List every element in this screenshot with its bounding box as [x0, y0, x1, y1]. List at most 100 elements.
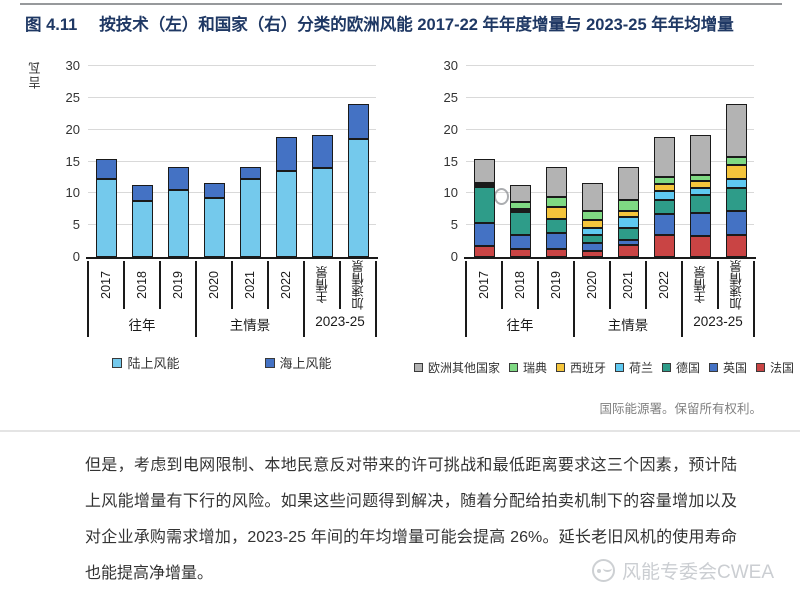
bar-segment — [725, 235, 747, 257]
bar-segment — [509, 212, 531, 235]
figure-number: 图 4.11 — [25, 16, 78, 34]
bar-segment — [167, 167, 189, 190]
x-tick-slot: 2022 — [646, 259, 682, 311]
cwea-logo-icon — [592, 559, 615, 582]
bar-加速情景 — [725, 104, 747, 257]
bar-2022 — [275, 137, 297, 257]
bar-segment — [653, 137, 675, 177]
category-divider — [573, 261, 575, 309]
figure-title: 图 4.11 按技术（左）和国家（右）分类的欧洲风能 2017-22 年年度增量… — [25, 14, 785, 36]
group-divider — [465, 309, 467, 337]
bar-segment — [653, 200, 675, 214]
bar-2018 — [509, 185, 531, 257]
bar-加速情景 — [347, 104, 369, 257]
bar-segment — [689, 213, 711, 236]
y-tick-label: 10 — [65, 185, 80, 201]
legend-item: 荷兰 — [614, 359, 653, 376]
bar-segment — [473, 223, 495, 246]
bar-2017 — [95, 159, 117, 257]
group-divider — [375, 309, 377, 337]
legend-item: 法国 — [756, 359, 794, 376]
bar-segment — [617, 245, 639, 257]
legend-swatch — [614, 363, 624, 372]
group-divider — [753, 309, 755, 337]
category-divider — [303, 261, 305, 309]
legend-swatch — [555, 363, 565, 372]
x-tick-label: 2020 — [585, 271, 599, 299]
x-tick-label: 2021 — [243, 271, 257, 299]
bar-segment — [689, 175, 711, 181]
y-tick-label: 0 — [450, 249, 458, 264]
x-tick-label: 2018 — [135, 271, 149, 299]
source-attribution: 国际能源署。保留所有权利。 — [599, 402, 762, 416]
x-tick-label: 主情景 — [693, 266, 708, 304]
x-tick-label: 2019 — [171, 271, 185, 299]
y-tick-label: 0 — [72, 249, 80, 264]
bar-segment — [725, 157, 747, 165]
bar-segment — [653, 235, 675, 257]
y-tick-label: 25 — [65, 89, 80, 105]
gridline — [88, 160, 376, 162]
bar-segment — [167, 190, 189, 257]
gridline — [88, 65, 376, 66]
group-label: 往年 — [506, 318, 534, 333]
bar-segment — [581, 243, 603, 251]
category-divider — [681, 261, 683, 309]
legend-item: 瑞典 — [508, 359, 547, 376]
bar-segment — [203, 198, 225, 257]
bar-segment — [725, 211, 747, 235]
bar-2020 — [581, 183, 603, 257]
bar-2021 — [239, 167, 261, 257]
bar-segment — [311, 135, 333, 168]
chart-by-country: 0 5 10 15 20 25 30 2017 2018 2019 2020 2021 2022 主情景 加… — [413, 58, 794, 375]
bar-segment — [581, 228, 603, 235]
x-axis-row: 2017 2018 2019 2020 2021 2022 主情景 加速情景 — [86, 257, 378, 311]
group-label: 主情景 — [607, 318, 649, 333]
x-tick-slot: 2021 — [232, 259, 268, 311]
body-paragraph: 但是，考虑到电网限制、本地民意反对带来的许可挑战和最低距离要求这三个因素，预计陆… — [85, 457, 737, 582]
y-tick-label: 20 — [443, 121, 458, 137]
gridline — [466, 224, 754, 226]
group-row: 往年 主情景 2023-25 — [86, 309, 378, 339]
x-tick-slot: 主情景 — [304, 259, 340, 311]
y-tick-label: 10 — [443, 185, 458, 201]
gridline — [466, 96, 754, 98]
bar-segment — [653, 184, 675, 191]
bar-segment — [725, 179, 747, 188]
figure-caption: 按技术（左）和国家（右）分类的欧洲风能 2017-22 年年度增量与 2023-… — [99, 16, 734, 34]
legend-item: 英国 — [709, 359, 747, 376]
legend-label: 荷兰 — [628, 361, 653, 375]
bar-segment — [509, 202, 531, 209]
bar-segment — [617, 200, 639, 211]
x-tick-label: 2019 — [549, 271, 563, 299]
bar-segment — [545, 167, 567, 197]
bar-segment — [239, 179, 261, 257]
bar-segment — [653, 177, 675, 184]
group-divider — [303, 309, 305, 337]
bar-segment — [689, 236, 711, 257]
x-tick-label: 2017 — [99, 271, 113, 299]
y-tick-label: 25 — [443, 89, 458, 105]
legend-label: 法国 — [770, 361, 795, 375]
category-divider — [195, 261, 197, 309]
legend-item: 海上风能 — [264, 353, 332, 372]
legend-swatch — [413, 363, 423, 372]
legend-item: 德国 — [662, 359, 700, 376]
x-tick-label: 加速情景 — [351, 260, 366, 310]
bar-segment — [653, 214, 675, 235]
gridline — [466, 160, 754, 162]
bar-segment — [581, 220, 603, 228]
category-divider — [717, 261, 719, 309]
x-tick-label: 2020 — [207, 271, 221, 299]
x-tick-slot: 加速情景 — [340, 259, 376, 311]
bar-segment — [725, 104, 747, 157]
x-tick-label: 2022 — [279, 271, 293, 299]
bar-segment — [473, 183, 495, 185]
x-tick-label: 2022 — [657, 271, 671, 299]
gridline — [466, 192, 754, 194]
watermark: 风能专委会CWEA — [592, 557, 774, 584]
bar-segment — [545, 233, 567, 249]
section-divider — [0, 430, 800, 432]
bar-segment — [617, 167, 639, 200]
legend-swatch — [662, 363, 671, 372]
